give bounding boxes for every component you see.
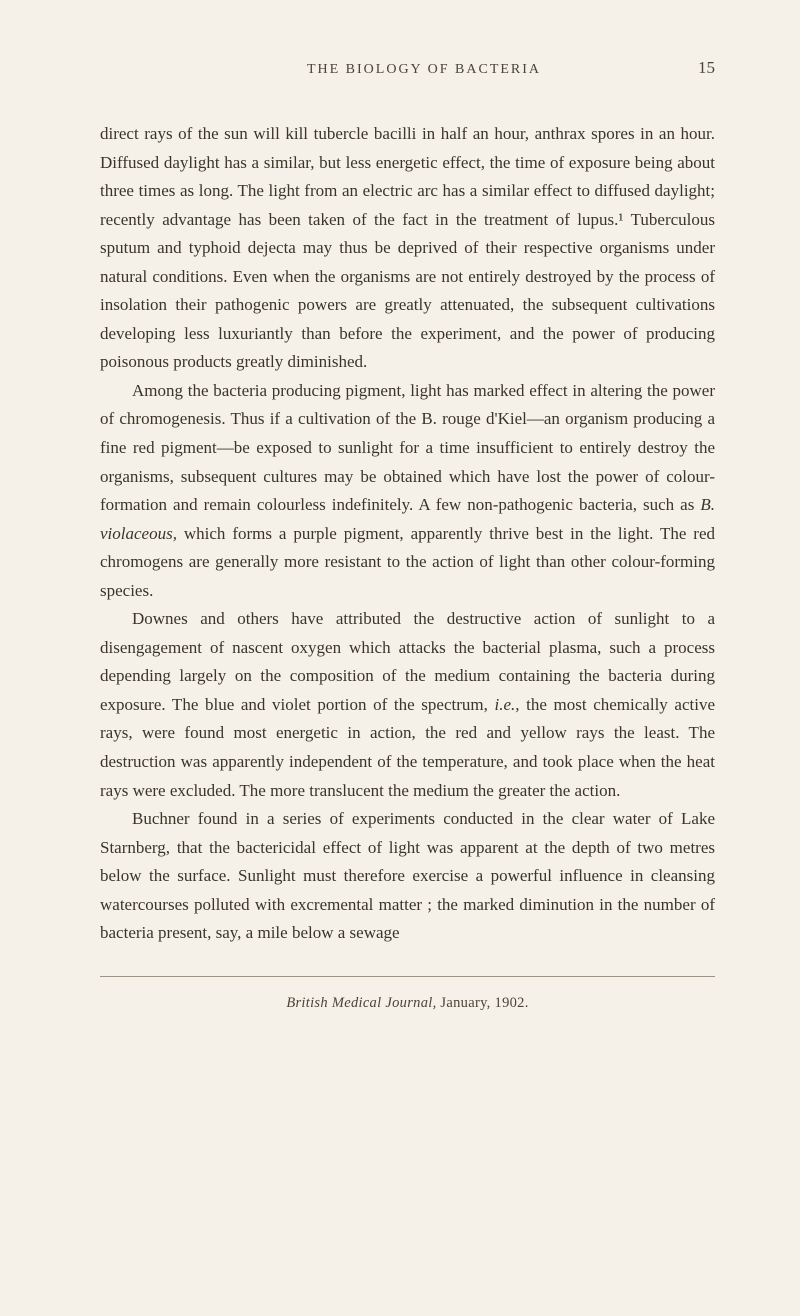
page-number: 15 xyxy=(698,58,715,78)
paragraph-1: direct rays of the sun will kill tubercl… xyxy=(100,120,715,377)
footnote: British Medical Journal, January, 1902. xyxy=(100,995,715,1012)
footnote-date: January, 1902. xyxy=(437,995,529,1011)
running-title: THE BIOLOGY OF BACTERIA xyxy=(100,62,698,78)
footnote-italic: British Medical Journal, xyxy=(286,995,436,1011)
paragraph-2: Among the bacteria producing pigment, li… xyxy=(100,377,715,605)
paragraph-4: Buchner found in a series of experiments… xyxy=(100,805,715,948)
p2-text-2: which forms a purple pigment, apparently… xyxy=(100,524,715,600)
paragraph-3: Downes and others have attributed the de… xyxy=(100,605,715,805)
footnote-separator xyxy=(100,976,715,977)
body-text-container: direct rays of the sun will kill tubercl… xyxy=(100,120,715,948)
page-header: THE BIOLOGY OF BACTERIA 15 xyxy=(100,58,715,78)
p2-text-1: Among the bacteria producing pigment, li… xyxy=(100,381,715,514)
p3-italic-1: i.e., xyxy=(494,695,519,714)
